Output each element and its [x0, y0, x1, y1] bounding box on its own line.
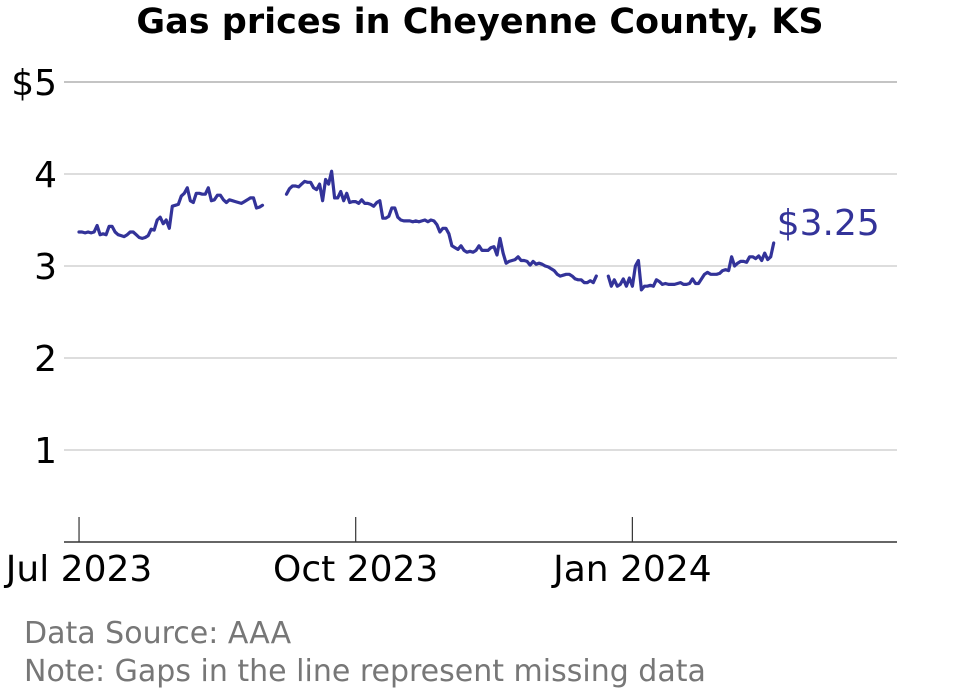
price-series — [77, 169, 776, 292]
series-line-segment-3 — [606, 241, 776, 292]
y-tick-label-1: 1 — [34, 431, 57, 472]
x-tick-label-0: Jul 2023 — [4, 549, 153, 590]
y-tick-label-3: 3 — [34, 247, 57, 288]
y-tick-label-2: 2 — [34, 339, 57, 380]
series-line-segment-2 — [284, 169, 598, 285]
y-axis-tick-labels: 1 2 3 4 $5 — [11, 63, 57, 472]
gridlines — [64, 81, 897, 451]
line-chart: 1 2 3 4 $5 Jul 2023 Oct 2023 Jan 2024 $3.25 — [4, 63, 897, 590]
gaps-note: Note: Gaps in the line represent missing… — [24, 654, 706, 689]
data-source-note: Data Source: AAA — [24, 616, 292, 651]
y-tick-label-5: $5 — [11, 63, 57, 104]
y-tick-label-4: 4 — [34, 155, 57, 196]
series-line-segment-1 — [77, 186, 265, 240]
x-tick-label-2: Jan 2024 — [551, 549, 712, 590]
chart-title: Gas prices in Cheyenne County, KS — [136, 2, 824, 42]
x-axis-ticks: Jul 2023 Oct 2023 Jan 2024 — [4, 517, 712, 590]
x-tick-label-1: Oct 2023 — [273, 549, 438, 590]
end-value-label: $3.25 — [777, 203, 880, 244]
